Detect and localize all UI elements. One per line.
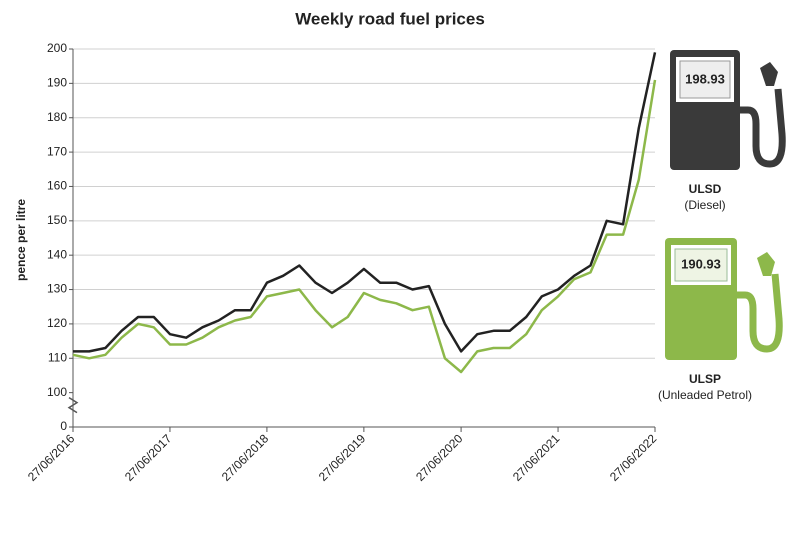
y-tick-label: 200 xyxy=(47,41,67,55)
y-tick-label: 190 xyxy=(47,76,67,90)
series-line xyxy=(73,52,657,353)
pump-name: ULSP xyxy=(689,372,721,386)
axis-break xyxy=(67,397,79,414)
y-tick-label: 140 xyxy=(47,247,67,261)
y-tick-label: 160 xyxy=(47,179,67,193)
y-tick-label: 120 xyxy=(47,316,67,330)
pump-value: 198.93 xyxy=(685,71,725,86)
pump-subname: (Diesel) xyxy=(684,198,725,212)
x-tick-label: 27/06/2018 xyxy=(219,431,272,484)
y-tick-label: 180 xyxy=(47,110,67,124)
y-tick-label: 170 xyxy=(47,144,67,158)
chart-title: Weekly road fuel prices xyxy=(295,9,485,28)
y-tick-label: 110 xyxy=(48,350,67,364)
x-tick-label: 27/06/2019 xyxy=(316,431,369,484)
y-tick-label: 150 xyxy=(47,213,67,227)
pump-icon xyxy=(670,50,786,170)
x-tick-label: 27/06/2022 xyxy=(607,431,660,484)
series-line xyxy=(72,79,657,374)
pump-subname: (Unleaded Petrol) xyxy=(658,388,752,402)
y-tick-label: 130 xyxy=(47,282,67,296)
y-tick-label: 100 xyxy=(47,385,67,399)
x-tick-label: 27/06/2020 xyxy=(413,431,466,484)
x-tick-label: 27/06/2017 xyxy=(122,431,175,484)
x-tick-label: 27/06/2016 xyxy=(25,431,78,484)
pump-icon xyxy=(665,238,783,360)
pump-name: ULSD xyxy=(689,182,722,196)
pump-value: 190.93 xyxy=(681,256,721,271)
y-tick-label: 0 xyxy=(60,419,67,433)
y-axis-label: pence per litre xyxy=(14,199,28,281)
x-tick-label: 27/06/2021 xyxy=(510,431,563,484)
